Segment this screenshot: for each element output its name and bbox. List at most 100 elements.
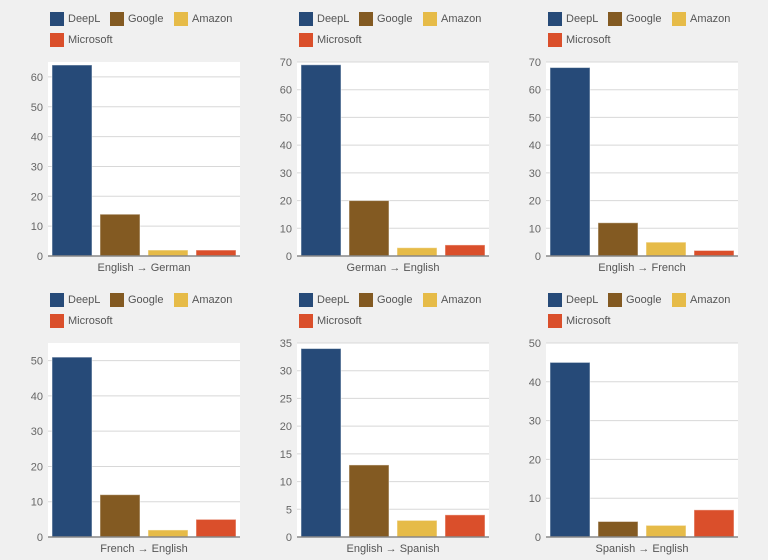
legend-label: Amazon [690,13,731,25]
y-tick-label: 0 [535,532,541,544]
legend-item[interactable]: Microsoft [50,314,113,328]
bar-microsoft[interactable] [444,244,486,257]
legend-label: DeepL [566,294,599,306]
legend-item[interactable]: Google [608,293,661,307]
bar-microsoft[interactable] [693,509,735,538]
y-tick-label: 20 [31,191,43,203]
bar-microsoft[interactable] [195,518,237,538]
bar-chart: 0 10 20 30 40 50 60 70 German → English [280,57,489,274]
legend-item[interactable]: Amazon [423,293,481,307]
y-tick-label: 15 [280,449,292,461]
bar-deepl[interactable] [51,356,93,538]
bar-google[interactable] [99,494,141,538]
legend-item[interactable]: Amazon [423,12,481,26]
y-tick-label: 40 [31,391,43,403]
bar-google[interactable] [597,222,639,257]
legend-item[interactable]: DeepL [50,12,100,26]
bar-amazon[interactable] [645,241,687,257]
legend-swatch [423,12,437,26]
legend-swatch [299,314,313,328]
bar-deepl[interactable] [51,64,93,257]
legend-label: DeepL [68,294,101,306]
y-tick-label: 50 [529,338,541,350]
y-tick-label: 25 [280,393,292,405]
legend-item[interactable]: DeepL [299,12,349,26]
y-tick-label: 10 [529,493,541,505]
bar-google[interactable] [99,213,141,257]
y-tick-label: 70 [280,57,292,69]
bar-amazon[interactable] [147,249,189,257]
legend-label: DeepL [68,13,101,25]
bar-deepl[interactable] [549,67,591,257]
bar-chart: 0 5 10 15 20 25 30 35 English → Spanish [280,338,489,555]
legend-item[interactable]: Google [110,12,163,26]
y-tick-label: 20 [280,196,292,208]
y-tick-label: 60 [31,72,43,84]
legend-label: Google [377,294,413,306]
bar-microsoft[interactable] [195,249,237,257]
legend-label: DeepL [317,13,350,25]
chart-panel: DeepL Google Amazon Microsoft 0 5 10 15 20 25 30 35… [249,281,505,560]
bar-deepl[interactable] [300,348,342,538]
bar-amazon[interactable] [147,529,189,538]
legend-swatch [423,293,437,307]
legend-item[interactable]: Google [608,12,661,26]
legend-item[interactable]: Google [359,293,412,307]
bar-microsoft[interactable] [444,514,486,538]
legend-item[interactable]: DeepL [548,293,598,307]
legend-item[interactable]: DeepL [299,293,349,307]
legend-swatch [50,293,64,307]
bar-amazon[interactable] [396,247,438,257]
legend-swatch [299,33,313,47]
legend-item[interactable]: Microsoft [50,33,113,47]
legend-label: Amazon [441,13,482,25]
legend-item[interactable]: Google [359,12,412,26]
y-tick-label: 10 [529,223,541,235]
bar-amazon[interactable] [645,524,687,538]
bar-amazon[interactable] [396,519,438,538]
bar-google[interactable] [597,520,639,538]
y-tick-label: 70 [529,57,541,69]
y-tick-label: 50 [280,112,292,124]
x-axis-label: German → English [347,262,440,274]
x-axis-label: French → English [100,543,187,555]
legend-label: Microsoft [566,34,611,46]
chart-panel: DeepL Google Amazon Microsoft 0 10 20 30 40 50 60 E… [0,0,256,280]
legend-item[interactable]: Amazon [174,12,232,26]
legend-item[interactable]: Microsoft [299,33,362,47]
y-tick-label: 50 [529,112,541,124]
chart-panel: DeepL Google Amazon Microsoft 0 10 20 30 40 50 Fre… [0,281,256,560]
y-tick-label: 40 [31,132,43,144]
legend-item[interactable]: Amazon [672,12,730,26]
y-tick-label: 20 [529,454,541,466]
legend-item[interactable]: Amazon [174,293,232,307]
y-tick-label: 10 [280,477,292,489]
legend-item[interactable]: Microsoft [548,33,611,47]
bar-google[interactable] [348,200,390,257]
y-tick-label: 0 [286,251,292,263]
legend-label: DeepL [317,294,350,306]
y-tick-label: 20 [31,461,43,473]
bar-microsoft[interactable] [693,249,735,257]
y-tick-label: 40 [529,377,541,389]
bar-deepl[interactable] [300,64,342,257]
legend-item[interactable]: DeepL [548,12,598,26]
legend-swatch [110,12,124,26]
bar-deepl[interactable] [549,361,591,538]
bar-google[interactable] [348,464,390,538]
legend-swatch [548,33,562,47]
legend-item[interactable]: Microsoft [548,314,611,328]
legend-item[interactable]: Microsoft [299,314,362,328]
legend-swatch [50,33,64,47]
legend-label: Google [128,294,164,306]
legend-item[interactable]: DeepL [50,293,100,307]
legend-label: Microsoft [317,315,362,327]
legend-item[interactable]: Google [110,293,163,307]
legend-swatch [299,12,313,26]
y-tick-label: 0 [286,532,292,544]
y-tick-label: 30 [280,168,292,180]
y-tick-label: 0 [37,251,43,263]
legend-swatch [548,314,562,328]
legend-item[interactable]: Amazon [672,293,730,307]
